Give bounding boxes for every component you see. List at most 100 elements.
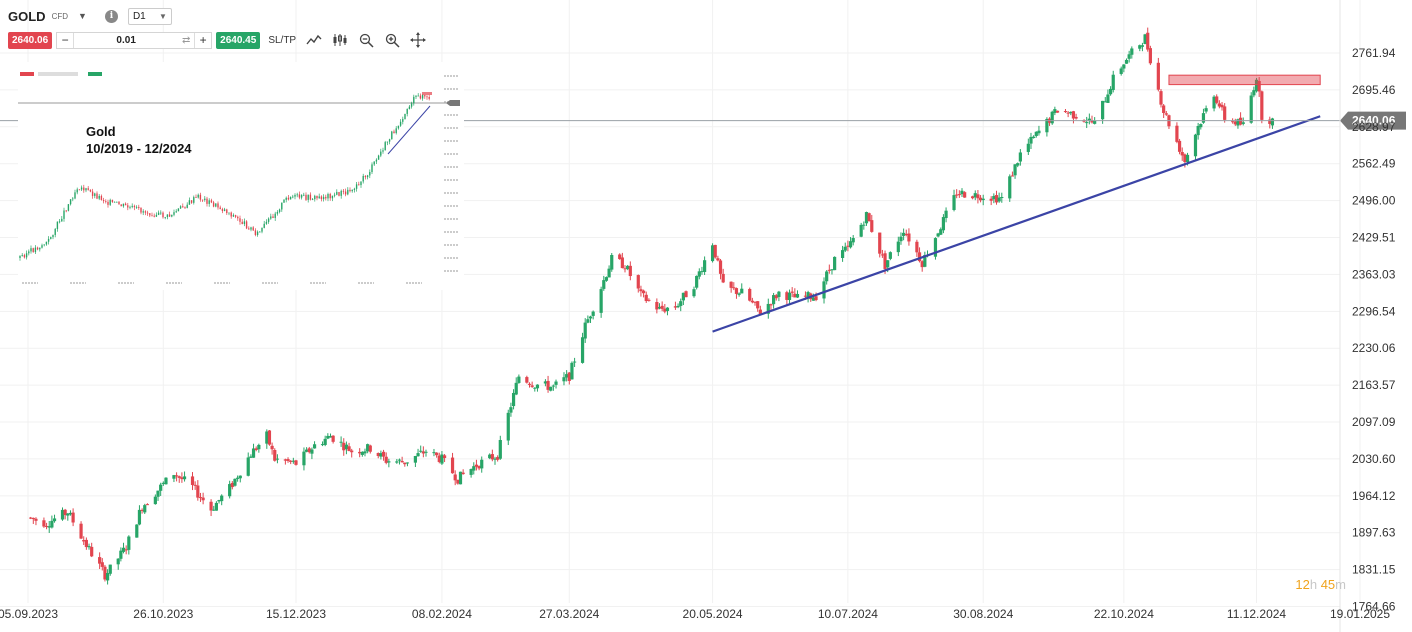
inset-candle-body [131, 205, 133, 207]
inset-candle-body [208, 200, 210, 204]
candle-body [44, 525, 49, 527]
date-tick-label: 05.09.2023 [0, 607, 58, 621]
candle-body [159, 484, 163, 491]
trade-row: 2640.06 − 0.01 ⇄ + 2640.45 SL/TP [8, 31, 427, 49]
timeframe-select[interactable]: D1 ▼ [127, 7, 172, 25]
price-tick-label: 1831.15 [1352, 563, 1396, 577]
inset-candle-body [373, 161, 375, 165]
inset-candle-body [358, 184, 360, 186]
inset-price-badge [446, 100, 460, 106]
candle-body [1148, 48, 1152, 64]
inset-candle-body [252, 227, 254, 231]
candle-body [1238, 117, 1243, 125]
price-tick-label: 2030.60 [1352, 452, 1396, 466]
symbol-name[interactable]: GOLD [8, 8, 46, 24]
inset-candle-body [382, 150, 384, 152]
zoom-out-icon[interactable] [358, 32, 374, 48]
candle-body [453, 474, 457, 481]
sltp-button[interactable]: SL/TP [268, 34, 297, 46]
inset-candle-body [171, 214, 173, 217]
candle-body [753, 301, 757, 303]
symbol-dropdown-icon[interactable]: ▼ [78, 11, 87, 21]
candle-body [68, 512, 73, 515]
candle-body [549, 386, 553, 391]
candle-body [1069, 111, 1073, 114]
candle-body [663, 308, 667, 312]
candle-body [1108, 88, 1113, 95]
line-chart-icon[interactable] [306, 32, 322, 48]
inset-candle-body [322, 196, 325, 200]
inset-candle-body [364, 175, 367, 178]
inset-candle-body [89, 189, 92, 192]
candle-body [989, 198, 993, 201]
inset-candle-body [377, 155, 380, 160]
candle-body [833, 256, 837, 271]
inset-candle-body [267, 218, 270, 222]
swap-icon[interactable]: ⇄ [181, 34, 191, 46]
volume-stepper[interactable]: − 0.01 ⇄ + [56, 31, 213, 49]
candle-body [803, 295, 808, 297]
candle-body [103, 566, 107, 580]
candle-body [772, 295, 776, 305]
inset-candle-body [353, 188, 356, 190]
candle-body [827, 269, 831, 271]
candle-body [976, 194, 980, 199]
inset-candle-body [256, 231, 259, 235]
support-trendline[interactable] [712, 115, 1321, 333]
candle-body [859, 224, 863, 237]
inset-candle-body [399, 121, 402, 126]
date-tick-label: 27.03.2024 [539, 607, 599, 621]
candle-body [684, 291, 688, 298]
zoom-in-icon[interactable] [384, 32, 400, 48]
info-icon[interactable]: i [104, 9, 118, 23]
candle-body [655, 301, 659, 310]
inset-candle-body [182, 206, 184, 208]
inset-candle-body [305, 194, 307, 200]
candle-body [941, 217, 946, 231]
inset-candle-body [98, 195, 100, 199]
candle-body [1140, 45, 1145, 47]
candle-body [1268, 119, 1272, 124]
candle-body [867, 213, 871, 222]
inset-candle-body [28, 251, 30, 254]
candle-body [1146, 32, 1150, 50]
candle-body [140, 509, 144, 511]
volume-input[interactable]: 0.01 [116, 34, 136, 46]
candle-body [665, 307, 670, 311]
inset-candle-body [415, 95, 417, 97]
candle-body [366, 444, 370, 452]
candle-body [1026, 143, 1030, 152]
candle-body [787, 292, 792, 301]
candle-body [496, 457, 500, 460]
candle-body [732, 287, 736, 289]
candle-body [1249, 95, 1253, 123]
candles-icon[interactable] [332, 32, 348, 48]
candle-body [546, 380, 550, 390]
inset-candle-body [23, 255, 26, 258]
inset-candle-body [221, 209, 224, 211]
buy-button[interactable]: 2640.45 [216, 31, 261, 49]
candle-body [551, 385, 555, 387]
date-tick-label: 30.08.2024 [953, 607, 1013, 621]
candle-body [840, 250, 845, 258]
sell-button[interactable]: 2640.06 [8, 31, 53, 49]
inset-candle-body [386, 141, 389, 143]
candle-body [981, 198, 985, 201]
candle-body [257, 444, 261, 450]
crosshair-icon[interactable] [410, 32, 427, 48]
candle-body [697, 271, 701, 277]
candle-body [273, 450, 277, 461]
inset-candle-body [124, 203, 127, 206]
candle-body [29, 517, 33, 519]
candle-body [419, 450, 423, 452]
inset-candle-body [94, 193, 96, 196]
decrease-volume-button[interactable]: − [61, 32, 69, 47]
inset-candle-body [285, 197, 287, 200]
inset-candle-body [210, 200, 213, 203]
candle-body [647, 299, 651, 301]
price-tick-label: 2562.49 [1352, 157, 1396, 171]
increase-volume-button[interactable]: + [199, 32, 207, 47]
candle-body [718, 260, 723, 274]
candle-body [896, 241, 900, 253]
